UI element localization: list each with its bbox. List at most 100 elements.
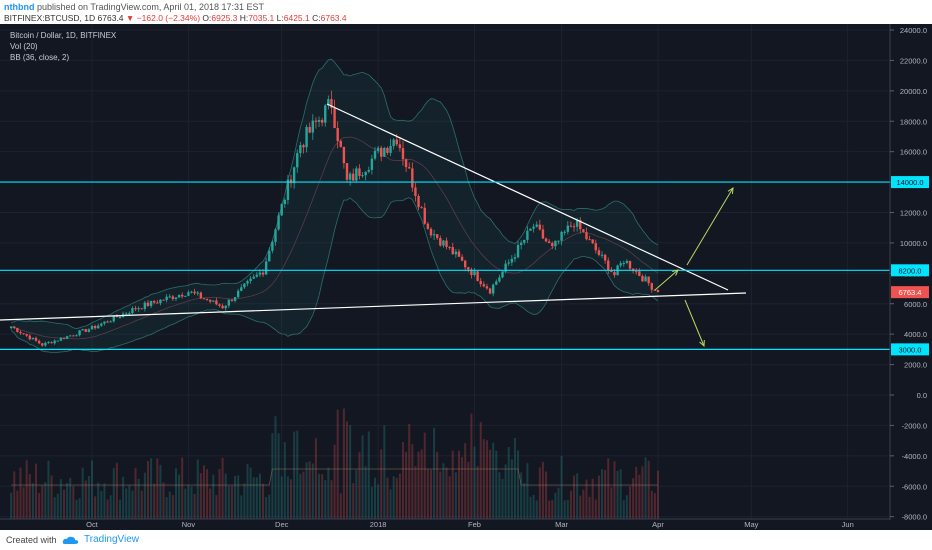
volume-bar xyxy=(265,497,268,519)
volume-bar xyxy=(448,476,451,519)
volume-bar xyxy=(632,478,635,519)
volume-bar xyxy=(513,437,516,519)
volume-bar xyxy=(408,423,411,519)
candle-body xyxy=(625,260,629,263)
support-trend-line xyxy=(0,292,747,321)
volume-bar xyxy=(451,450,454,519)
candle-body xyxy=(72,335,75,337)
candle-body xyxy=(280,204,283,216)
candle-body xyxy=(532,226,535,229)
volume-bar xyxy=(22,487,25,519)
volume-bar xyxy=(184,488,187,519)
candle-body xyxy=(361,175,364,177)
volume-bar xyxy=(215,495,218,519)
volume-bar xyxy=(131,490,134,519)
candle-body xyxy=(529,228,532,231)
volume-bar xyxy=(221,457,224,519)
volume-bar xyxy=(78,498,81,519)
candle-body xyxy=(13,326,16,329)
candle-body xyxy=(513,257,517,259)
volume-bar xyxy=(249,467,252,519)
candle-body xyxy=(408,167,411,169)
candle-body xyxy=(140,308,143,310)
candle-body xyxy=(541,229,545,239)
candle-body xyxy=(401,148,405,160)
volume-bar xyxy=(103,483,106,519)
candle-body xyxy=(149,300,153,307)
candle-body xyxy=(476,271,479,282)
volume-bar xyxy=(501,478,504,519)
volume-bar xyxy=(461,457,464,519)
level-price-text: 14000.0 xyxy=(896,178,923,187)
candle-body xyxy=(485,286,489,289)
volume-bar xyxy=(134,468,137,519)
candle-body xyxy=(196,292,199,294)
candle-body xyxy=(644,276,647,282)
candle-body xyxy=(289,179,293,184)
candle-body xyxy=(162,299,165,301)
volume-bar xyxy=(156,458,159,519)
volume-bar xyxy=(305,462,308,519)
volume-bar xyxy=(112,468,115,519)
candle-body xyxy=(333,107,336,129)
candle-body xyxy=(380,147,383,157)
volume-bar xyxy=(433,427,436,519)
candle-body xyxy=(224,305,227,309)
volume-bar xyxy=(146,461,149,519)
volume-bar xyxy=(193,493,196,519)
candle-body xyxy=(510,258,514,263)
volume-bar xyxy=(140,490,143,519)
publish-line: nthbnd published on TradingView.com, Apr… xyxy=(4,2,264,12)
x-tick-label: 2018 xyxy=(370,520,387,529)
volume-bar xyxy=(591,478,594,519)
candle-body xyxy=(445,240,448,247)
author-link[interactable]: nthbnd xyxy=(4,2,35,12)
volume-bar xyxy=(212,474,215,519)
volume-bar xyxy=(423,432,426,519)
volume-bar xyxy=(336,409,339,519)
candle-body xyxy=(569,225,573,227)
volume-bar xyxy=(532,494,535,519)
volume-bar xyxy=(122,476,125,519)
x-tick-label: Jun xyxy=(842,520,854,529)
candle-body xyxy=(131,308,134,314)
candle-body xyxy=(491,284,495,294)
candle-body xyxy=(342,146,346,164)
volume-bar xyxy=(47,460,50,519)
volume-bar xyxy=(436,451,439,519)
volume-bar xyxy=(367,431,370,519)
volume-bar xyxy=(53,497,56,519)
candle-body xyxy=(404,159,408,168)
volume-bar xyxy=(566,499,569,519)
volume-bar xyxy=(224,473,227,519)
volume-bar xyxy=(165,497,168,519)
volume-bar xyxy=(647,460,650,519)
candle-body xyxy=(386,147,389,153)
volume-bar xyxy=(650,490,653,519)
tradingview-link[interactable]: TradingView xyxy=(84,534,140,545)
candle-body xyxy=(78,330,81,336)
candle-body xyxy=(37,340,41,344)
volume-bar xyxy=(653,493,656,519)
candle-body xyxy=(34,337,38,341)
candle-body xyxy=(199,292,203,299)
volume-bar xyxy=(657,470,659,519)
candle-body xyxy=(168,296,171,298)
volume-bar xyxy=(196,459,199,519)
candle-body xyxy=(165,296,168,301)
volume-bar xyxy=(467,461,470,519)
volume-bar xyxy=(560,456,563,519)
volume-bar xyxy=(644,457,647,519)
volume-bar xyxy=(523,483,526,519)
candle-body xyxy=(190,291,193,293)
volume-bar xyxy=(392,476,395,519)
price-change: −162.0 (−2.34%) xyxy=(136,13,201,23)
volume-bar xyxy=(41,485,44,519)
candle-body xyxy=(31,337,35,340)
candle-body xyxy=(311,120,315,133)
candle-body xyxy=(504,263,507,272)
candle-body xyxy=(221,305,224,309)
volume-bar xyxy=(358,452,361,519)
candle-body xyxy=(482,284,486,287)
price-chart[interactable]: 24000.0 22000.0 20000.0 18000.0 16000.0 14000… xyxy=(0,24,932,530)
